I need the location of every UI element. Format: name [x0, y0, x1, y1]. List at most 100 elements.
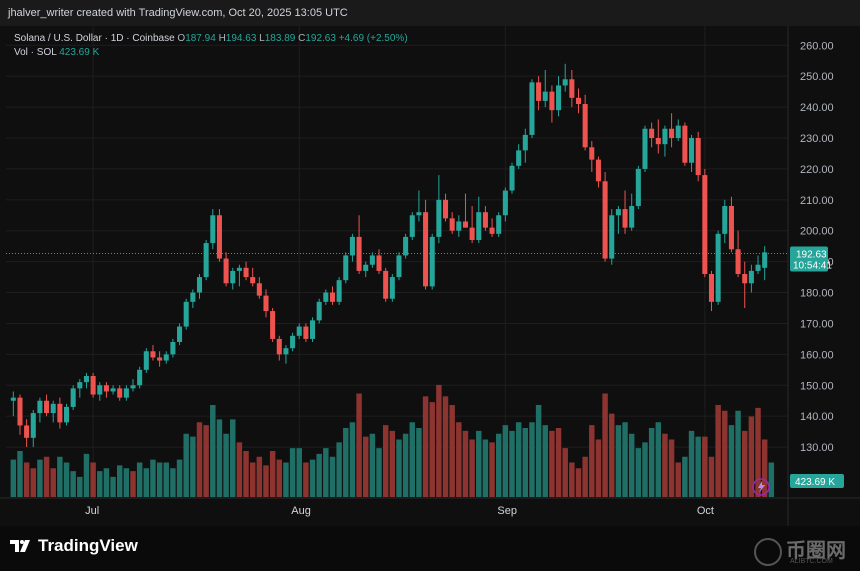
candle[interactable] — [170, 338, 176, 358]
candle[interactable] — [655, 119, 661, 154]
candle[interactable] — [283, 345, 289, 364]
candle[interactable] — [675, 119, 681, 142]
candle[interactable] — [389, 274, 395, 302]
candle[interactable] — [722, 199, 728, 244]
candle[interactable] — [70, 385, 76, 410]
candle[interactable] — [376, 249, 382, 274]
candle[interactable] — [137, 366, 143, 389]
candle[interactable] — [549, 85, 555, 123]
candle[interactable] — [216, 209, 222, 262]
candle[interactable] — [642, 125, 648, 172]
candle[interactable] — [356, 215, 362, 274]
candle[interactable] — [702, 168, 708, 278]
candle[interactable] — [63, 403, 70, 426]
candle[interactable] — [256, 277, 262, 299]
candle[interactable] — [163, 351, 169, 364]
candle[interactable] — [117, 385, 123, 401]
candle[interactable] — [250, 267, 256, 287]
candle[interactable] — [476, 196, 482, 244]
volume-label[interactable]: Vol · SOL — [14, 47, 57, 58]
candle[interactable] — [715, 230, 721, 305]
candle[interactable] — [615, 206, 621, 234]
candle[interactable] — [329, 286, 336, 305]
symbol-name[interactable]: Solana / U.S. Dollar · 1D · Coinbase — [14, 33, 175, 44]
candle[interactable] — [629, 193, 635, 231]
candle[interactable] — [708, 270, 715, 312]
candle[interactable] — [276, 335, 282, 361]
candle[interactable] — [456, 215, 462, 237]
candle[interactable] — [436, 175, 442, 244]
candle[interactable] — [569, 70, 575, 108]
candle[interactable] — [755, 255, 761, 274]
candle[interactable] — [10, 391, 16, 417]
candle[interactable] — [695, 131, 701, 182]
candle[interactable] — [536, 76, 542, 111]
candle[interactable] — [183, 298, 189, 330]
candle[interactable] — [409, 212, 415, 240]
lightning-icon[interactable] — [752, 478, 770, 496]
candle[interactable] — [489, 218, 495, 237]
candle[interactable] — [130, 379, 136, 392]
candle[interactable] — [669, 113, 675, 148]
candle[interactable] — [223, 252, 229, 287]
candle[interactable] — [462, 193, 468, 228]
candle[interactable] — [582, 94, 588, 151]
candle[interactable] — [748, 264, 754, 293]
candle[interactable] — [635, 165, 641, 210]
candle[interactable] — [595, 156, 601, 188]
candle[interactable] — [469, 206, 475, 244]
candle[interactable] — [196, 274, 203, 299]
candle[interactable] — [542, 70, 548, 108]
candle[interactable] — [602, 172, 608, 262]
candle[interactable] — [303, 323, 309, 342]
candle[interactable] — [343, 252, 349, 284]
candles[interactable] — [10, 63, 768, 448]
candle[interactable] — [50, 400, 56, 423]
candle[interactable] — [369, 252, 375, 268]
candle[interactable] — [396, 252, 402, 281]
candle[interactable] — [522, 128, 528, 163]
candle[interactable] — [123, 385, 129, 401]
candle[interactable] — [310, 317, 316, 342]
candle[interactable] — [24, 419, 30, 448]
candle[interactable] — [336, 277, 342, 305]
candle[interactable] — [423, 199, 429, 290]
candle[interactable] — [649, 122, 655, 148]
candle[interactable] — [622, 190, 628, 234]
candle[interactable] — [609, 209, 615, 265]
candle[interactable] — [110, 385, 116, 395]
candle[interactable] — [509, 162, 515, 194]
candle[interactable] — [190, 289, 196, 308]
candle[interactable] — [556, 76, 562, 117]
candle[interactable] — [44, 394, 50, 417]
candle[interactable] — [150, 345, 156, 361]
candle[interactable] — [728, 196, 734, 253]
candle[interactable] — [416, 190, 422, 222]
candle[interactable] — [682, 122, 688, 166]
candle[interactable] — [17, 394, 23, 435]
candle[interactable] — [263, 289, 269, 318]
candle[interactable] — [37, 397, 43, 423]
candle[interactable] — [203, 240, 209, 281]
candle[interactable] — [662, 125, 668, 157]
candle[interactable] — [383, 267, 389, 302]
candle[interactable] — [143, 348, 149, 373]
candle[interactable] — [30, 410, 36, 448]
candle[interactable] — [496, 212, 502, 237]
candle[interactable] — [83, 372, 89, 389]
candle[interactable] — [236, 264, 242, 287]
candle[interactable] — [90, 372, 96, 398]
candle[interactable] — [210, 209, 216, 250]
candle[interactable] — [429, 233, 435, 290]
candle[interactable] — [57, 397, 63, 429]
candle[interactable] — [575, 88, 582, 114]
price-chart[interactable]: 260.00 250.00 240.00 230.00 220.00 210.00 200.… — [0, 26, 860, 526]
candle[interactable] — [77, 379, 83, 398]
candle[interactable] — [270, 308, 276, 342]
candle[interactable] — [516, 144, 522, 169]
candle[interactable] — [562, 63, 568, 92]
candle[interactable] — [349, 233, 355, 262]
candle[interactable] — [296, 323, 302, 339]
candle[interactable] — [323, 289, 329, 305]
candle[interactable] — [243, 261, 249, 281]
